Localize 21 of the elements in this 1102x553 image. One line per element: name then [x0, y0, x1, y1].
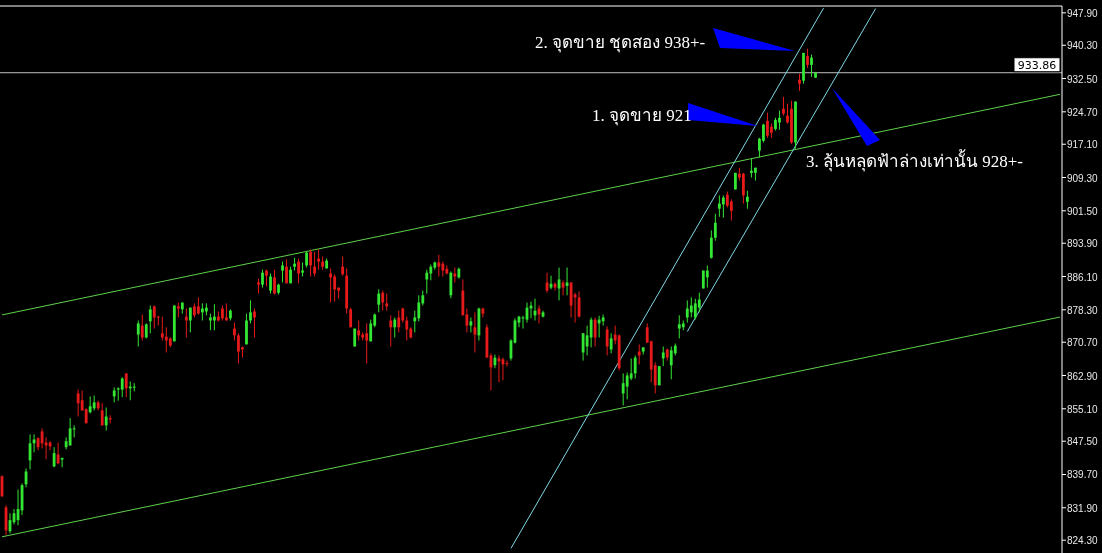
y-tick-label: 839.70 — [1067, 469, 1099, 481]
y-tick-label: 847.50 — [1067, 436, 1099, 448]
y-tick-label: 886.10 — [1067, 271, 1099, 283]
y-tick-label: 924.70 — [1067, 106, 1099, 118]
y-tick-label: 932.50 — [1067, 73, 1099, 85]
annotation: 3. ลุ้นหลุดฟ้าล่างเท่านั้น 928+- — [806, 149, 1024, 172]
y-tick-label: 855.10 — [1067, 403, 1099, 415]
y-tick-label: 878.30 — [1067, 304, 1099, 316]
annotation: 1. จุดขาย 921 — [592, 106, 692, 126]
annotation: 2. จุดขาย ชุดสอง 938+- — [535, 33, 706, 53]
y-tick-label: 870.70 — [1067, 337, 1099, 349]
y-tick-label: 862.90 — [1067, 370, 1099, 382]
y-tick-label: 893.90 — [1067, 238, 1099, 250]
y-tick-label: 940.30 — [1067, 40, 1099, 52]
ref-line-label: 933.86 — [1017, 58, 1057, 72]
y-tick-label: 831.90 — [1067, 502, 1099, 514]
y-tick-label: 901.50 — [1067, 205, 1099, 217]
y-tick-label: 909.30 — [1067, 172, 1099, 184]
y-tick-label: 917.10 — [1067, 139, 1099, 151]
y-tick-label: 947.90 — [1067, 7, 1099, 19]
y-tick-label: 824.30 — [1067, 535, 1099, 547]
